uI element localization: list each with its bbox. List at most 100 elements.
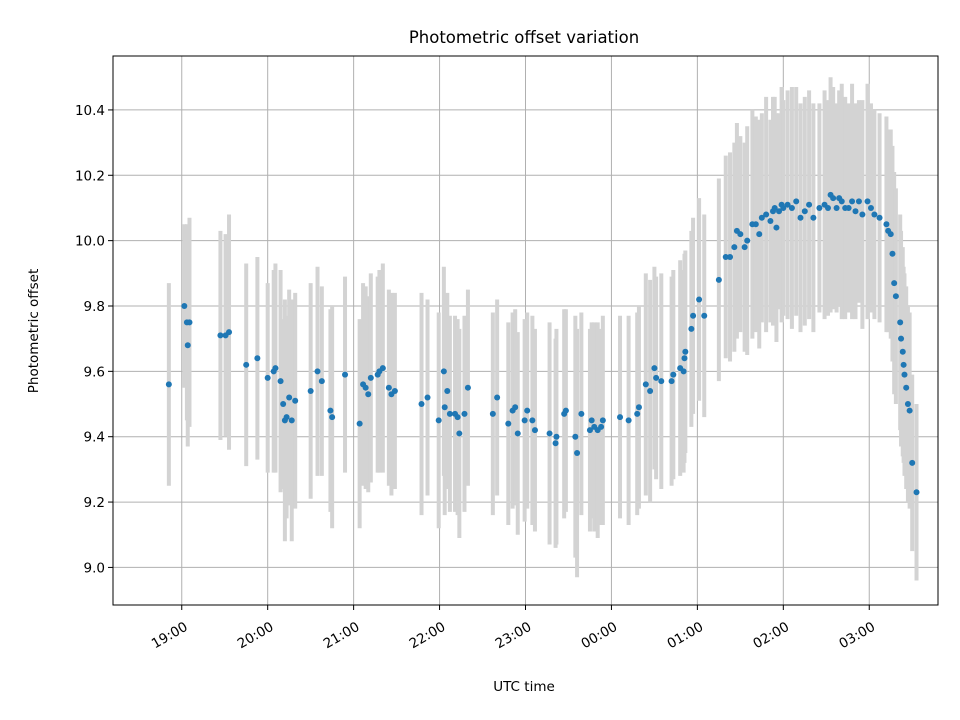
data-point xyxy=(668,378,675,385)
data-point xyxy=(272,365,279,372)
data-point xyxy=(825,204,831,211)
data-point xyxy=(277,378,284,385)
data-point xyxy=(897,319,904,326)
data-point xyxy=(892,293,899,300)
data-point xyxy=(830,195,837,202)
x-axis-label: UTC time xyxy=(493,679,555,695)
data-point xyxy=(763,211,770,218)
data-point xyxy=(690,312,697,319)
data-point xyxy=(243,361,250,368)
data-point xyxy=(286,394,293,401)
x-tick-label: 01:00 xyxy=(664,619,706,652)
data-point xyxy=(574,450,581,457)
data-point xyxy=(635,404,642,411)
data-point xyxy=(852,208,859,215)
data-point xyxy=(489,410,496,417)
data-point xyxy=(505,420,512,427)
data-point xyxy=(521,417,528,424)
data-point xyxy=(681,355,688,362)
y-tick-label: 9.2 xyxy=(84,495,105,511)
data-point xyxy=(461,410,468,417)
data-point xyxy=(553,433,560,440)
data-point xyxy=(514,430,521,437)
data-point xyxy=(758,214,765,221)
data-point xyxy=(680,368,687,375)
data-point xyxy=(715,276,722,283)
data-point xyxy=(598,423,605,430)
data-point xyxy=(883,221,890,228)
data-point xyxy=(418,401,425,408)
data-point xyxy=(788,204,795,211)
data-point xyxy=(727,253,734,260)
data-point xyxy=(494,394,501,401)
data-point xyxy=(642,381,649,388)
data-point xyxy=(867,204,874,211)
data-point xyxy=(838,198,845,205)
x-axis-ticks: 19:00 20:00 21:00 22:00 23:00 00:00 01:00 02:00… xyxy=(149,605,878,652)
data-point xyxy=(776,208,783,215)
data-point xyxy=(385,384,392,391)
data-point xyxy=(900,361,907,368)
data-point xyxy=(634,410,641,417)
data-point xyxy=(456,430,463,437)
data-point xyxy=(855,198,862,205)
data-point xyxy=(572,433,579,440)
data-point xyxy=(816,204,823,211)
data-point xyxy=(784,201,791,208)
data-point xyxy=(264,374,271,381)
data-point xyxy=(440,368,447,375)
data-point xyxy=(625,417,632,424)
data-point xyxy=(696,296,703,303)
data-point xyxy=(446,410,453,417)
data-point xyxy=(529,417,536,424)
data-point xyxy=(904,401,911,408)
data-point xyxy=(688,325,695,332)
data-point xyxy=(586,427,593,434)
x-tick-label: 02:00 xyxy=(750,619,792,652)
y-axis-label: Photometric offset xyxy=(26,269,42,393)
data-point xyxy=(913,489,920,496)
data-point xyxy=(670,371,677,378)
y-tick-label: 9.6 xyxy=(84,364,105,380)
data-point xyxy=(578,410,585,417)
y-tick-label: 10.0 xyxy=(75,234,105,250)
data-point xyxy=(280,401,287,408)
y-axis-ticks: 9.0 9.2 9.4 9.6 9.8 10.0 10.2 10.4 xyxy=(75,103,113,576)
data-point xyxy=(871,211,878,218)
data-point xyxy=(391,387,398,394)
data-point xyxy=(562,407,569,414)
data-point xyxy=(899,348,906,355)
data-point xyxy=(647,387,654,394)
data-point xyxy=(701,312,708,319)
data-point xyxy=(362,384,369,391)
data-point xyxy=(653,374,660,381)
y-tick-label: 9.4 xyxy=(84,430,105,446)
x-tick-label: 20:00 xyxy=(235,619,277,652)
x-tick-label: 19:00 xyxy=(149,619,191,652)
x-tick-label: 22:00 xyxy=(407,619,449,652)
x-tick-label: 03:00 xyxy=(836,619,878,652)
data-point xyxy=(744,237,751,244)
data-point xyxy=(887,231,894,238)
data-point xyxy=(722,253,729,260)
data-point xyxy=(356,420,363,427)
data-point xyxy=(909,459,916,466)
data-point xyxy=(793,198,800,205)
data-point xyxy=(864,198,871,205)
data-point xyxy=(773,224,780,231)
data-point xyxy=(288,417,295,424)
data-point xyxy=(737,231,744,238)
data-point xyxy=(531,427,538,434)
data-point xyxy=(617,414,624,421)
data-point xyxy=(810,214,817,221)
x-tick-label: 00:00 xyxy=(579,619,621,652)
chart-title: Photometric offset variation xyxy=(409,28,639,47)
data-point xyxy=(903,384,910,391)
data-point xyxy=(806,201,813,208)
y-tick-label: 9.8 xyxy=(84,299,105,315)
data-point xyxy=(599,417,606,424)
data-point xyxy=(441,404,448,411)
data-point xyxy=(588,417,595,424)
data-point xyxy=(327,407,334,414)
